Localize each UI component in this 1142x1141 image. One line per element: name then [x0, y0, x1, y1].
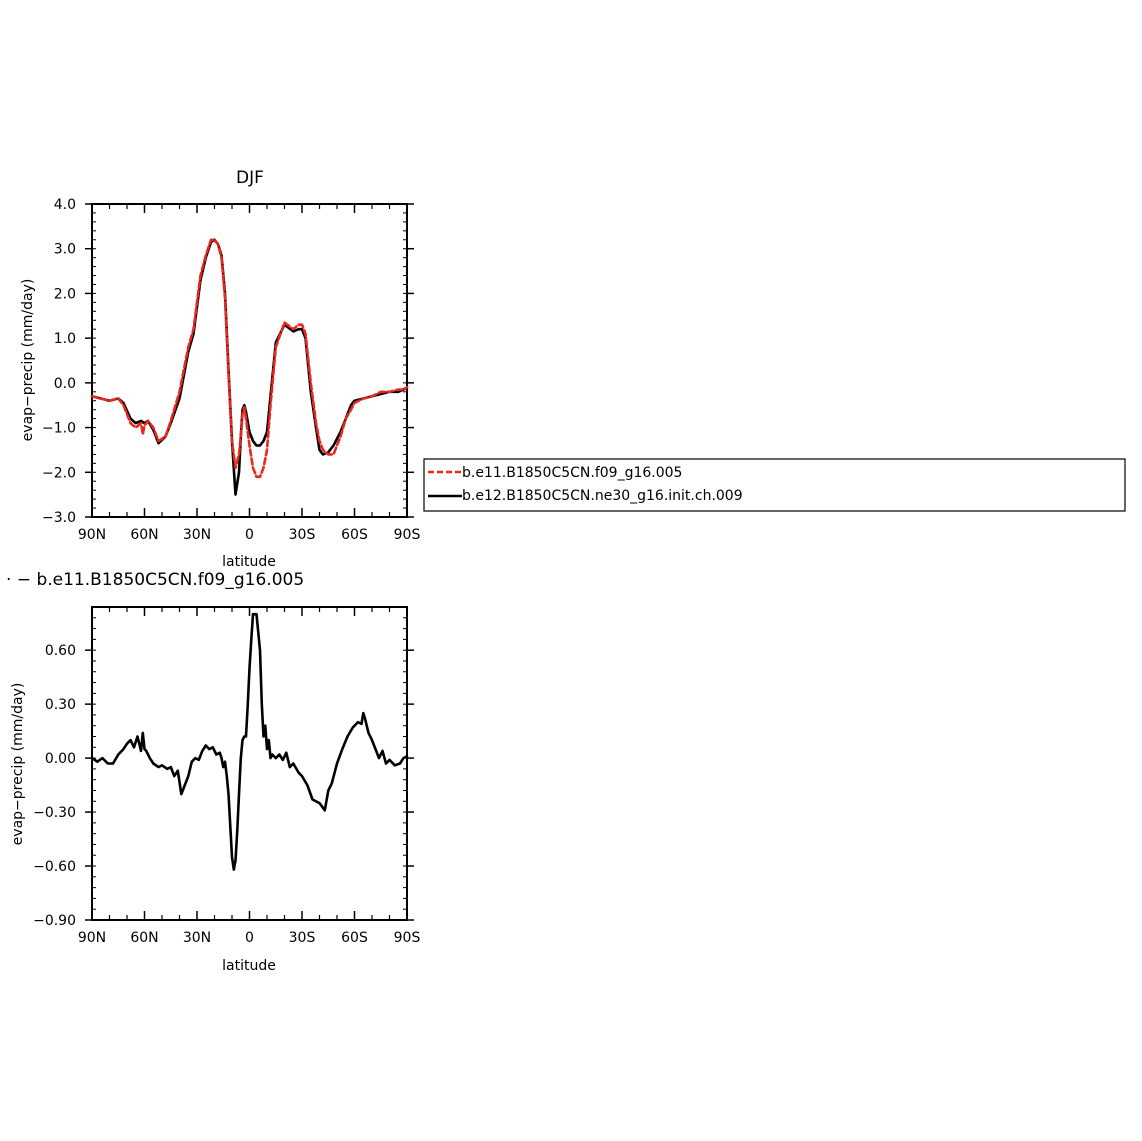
top-ticks [85, 203, 414, 518]
series-line-1 [90, 612, 409, 871]
x-tick-label: 30N [183, 930, 211, 946]
legend-box [423, 458, 1126, 512]
bottom-y-axis-label: evap−precip (mm/day) [10, 683, 26, 846]
x-tick-label: 90S [394, 930, 421, 946]
x-tick-label: 60S [341, 527, 368, 543]
x-tick-label: 90N [78, 930, 106, 946]
y-tick-label: −0.60 [33, 859, 76, 875]
y-tick-label: −1.0 [42, 421, 76, 437]
bottom-series-lines [90, 612, 409, 871]
top-plot-frame [91, 203, 408, 518]
y-tick-label: 4.0 [54, 197, 76, 213]
y-tick-label: 1.0 [54, 331, 76, 347]
top-x-tick-labels: 90N 60N 30N 0 30S 60S 90S [78, 527, 421, 543]
series-line-2 [90, 238, 409, 496]
y-tick-label: 0.60 [45, 643, 76, 659]
top-y-tick-labels: −3.0 −2.0 −1.0 0.0 1.0 2.0 3.0 4.0 [42, 197, 76, 526]
y-tick-label: 0.00 [45, 751, 76, 767]
x-tick-label: 0 [245, 930, 254, 946]
x-tick-label: 60N [130, 527, 158, 543]
x-tick-label: 0 [245, 527, 254, 543]
x-tick-label: 90S [394, 527, 421, 543]
legend-label-series-1: b.e11.B1850C5CN.f09_g16.005 [462, 465, 682, 481]
x-tick-label: 60N [130, 930, 158, 946]
y-tick-label: 0.30 [45, 697, 76, 713]
bottom-ticks [85, 606, 414, 921]
legend-label-series-2: b.e12.B1850C5CN.ne30_g16.init.ch.009 [462, 488, 743, 504]
top-series-lines [90, 238, 409, 496]
bottom-panel: · − b.e11.B1850C5CN.f09_g16.005 −0.90−0.… [6, 570, 420, 974]
bottom-y-tick-labels: −0.90 −0.60 −0.30 0.00 0.30 0.60 [33, 643, 76, 929]
x-tick-label: 60S [341, 930, 368, 946]
legend: b.e11.B1850C5CN.f09_g16.005 b.e12.B1850C… [423, 458, 1126, 512]
y-tick-label: 3.0 [54, 242, 76, 258]
series-line-1 [90, 238, 409, 479]
x-tick-label: 90N [78, 527, 106, 543]
y-tick-label: −2.0 [42, 465, 76, 481]
top-y-axis-label: evap−precip (mm/day) [20, 279, 36, 442]
bottom-x-tick-labels: 90N 60N 30N 0 30S 60S 90S [78, 930, 421, 946]
x-tick-label: 30S [289, 930, 316, 946]
x-tick-label: 30N [183, 527, 211, 543]
top-panel: DJF −3.0 −2.0 −1.0 0.0 1.0 2.0 3.0 4.0 90N 60N 30… [20, 168, 420, 570]
y-tick-label: 2.0 [54, 286, 76, 302]
y-tick-label: −0.90 [33, 913, 76, 929]
bottom-x-axis-label: latitude [222, 958, 276, 974]
top-x-axis-label: latitude [222, 554, 276, 570]
y-tick-label: −3.0 [42, 510, 76, 526]
y-tick-label: 0.0 [54, 376, 76, 392]
y-tick-label: −0.30 [33, 805, 76, 821]
bottom-panel-title: · − b.e11.B1850C5CN.f09_g16.005 [6, 570, 304, 590]
x-tick-label: 30S [289, 527, 316, 543]
top-panel-title: DJF [236, 168, 264, 188]
